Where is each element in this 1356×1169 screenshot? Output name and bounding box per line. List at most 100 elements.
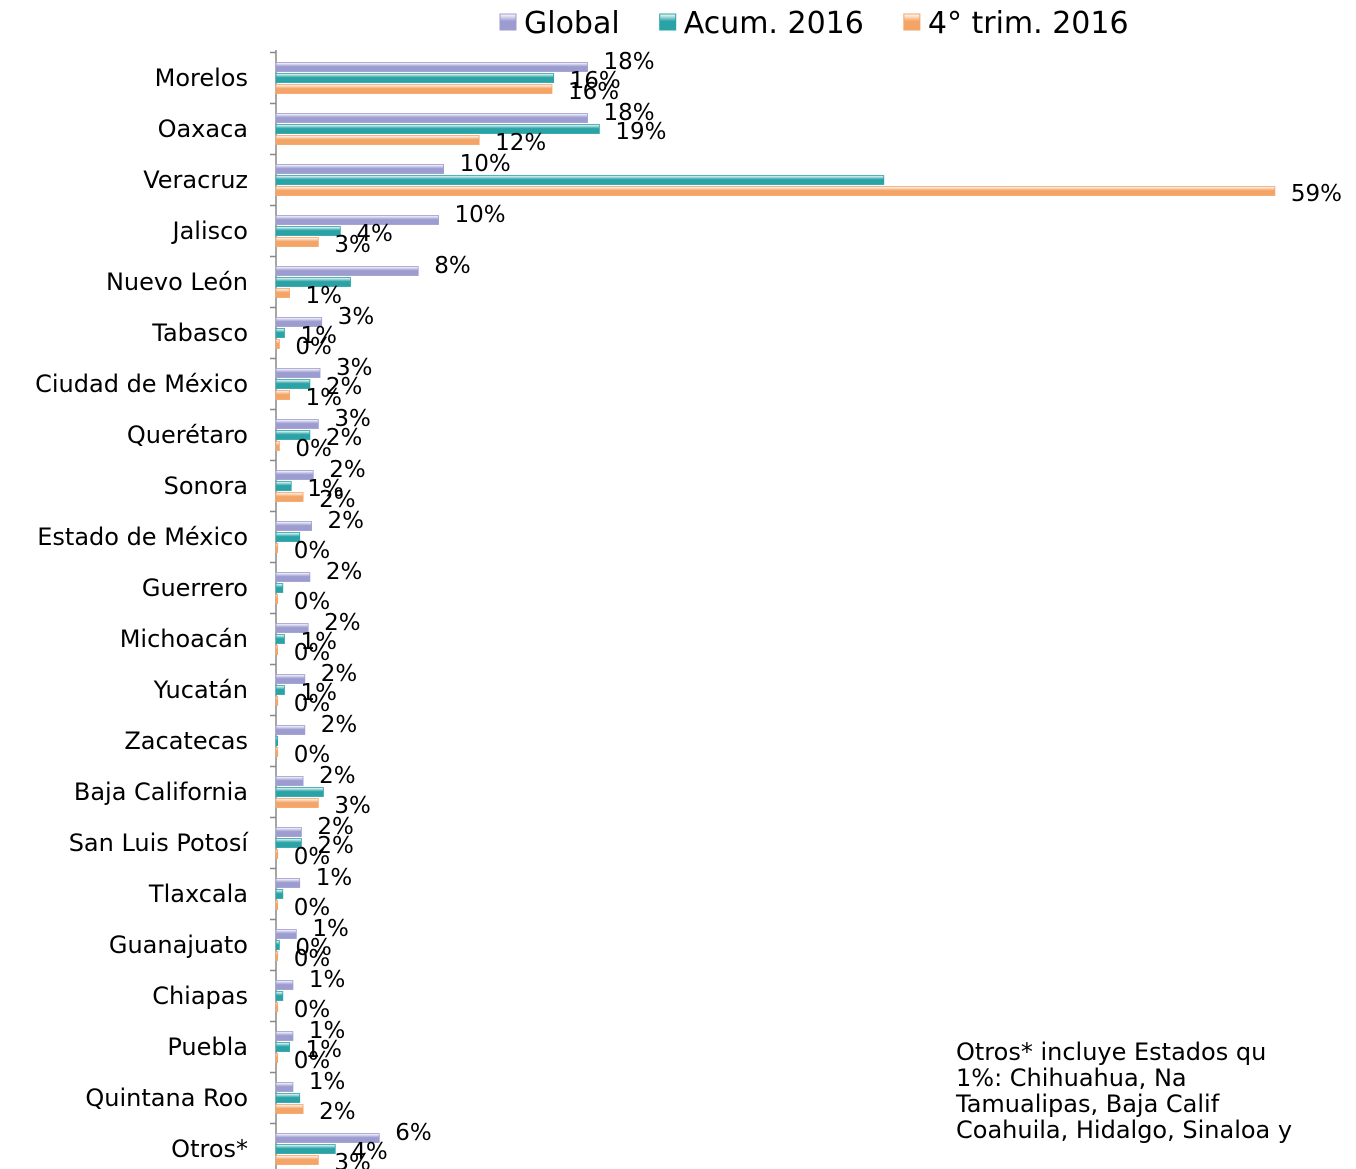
- category-label: Zacatecas: [124, 727, 248, 755]
- bar: [275, 929, 297, 939]
- bar: [275, 1082, 294, 1092]
- bar: [275, 135, 480, 145]
- value-label: 1%: [300, 680, 337, 706]
- value-label: 12%: [495, 130, 546, 156]
- value-label: 0%: [294, 742, 331, 768]
- category-label: Ciudad de México: [35, 370, 248, 398]
- value-label: 18%: [604, 100, 655, 126]
- bar: [275, 277, 351, 287]
- bar: [275, 696, 279, 706]
- bar: [275, 288, 290, 298]
- annotation: Otros* incluye Estados qu: [956, 1038, 1266, 1066]
- legend-label: 4° trim. 2016: [928, 6, 1129, 41]
- value-label: 1%: [309, 967, 346, 993]
- bar: [275, 1031, 294, 1041]
- bar: [275, 1104, 304, 1114]
- bar: [275, 1002, 279, 1012]
- bar: [275, 164, 445, 174]
- value-label: 0%: [294, 691, 331, 717]
- category-label: Chiapas: [152, 982, 248, 1010]
- bar: [275, 532, 301, 542]
- bar: [275, 645, 279, 655]
- bar: [275, 798, 319, 808]
- value-label: 1%: [306, 385, 343, 411]
- value-label: 1%: [309, 1069, 346, 1095]
- bar: [275, 317, 323, 327]
- value-label: 2%: [319, 487, 356, 513]
- value-label: 2%: [319, 1099, 356, 1125]
- value-label: 8%: [434, 253, 471, 279]
- bar: [275, 492, 304, 502]
- value-label: 0%: [294, 589, 331, 615]
- value-label: 0%: [294, 640, 331, 666]
- bar: [275, 827, 302, 837]
- value-label: 1%: [309, 1018, 346, 1044]
- value-label: 3%: [338, 304, 375, 330]
- bar: [275, 175, 885, 185]
- value-label: 2%: [324, 610, 361, 636]
- bar: [275, 390, 290, 400]
- value-label: 3%: [336, 355, 373, 381]
- value-label: 1%: [307, 476, 344, 502]
- value-label: 0%: [294, 997, 331, 1023]
- value-label: 2%: [328, 508, 365, 534]
- category-label: Tlaxcala: [148, 880, 248, 908]
- value-label: 0%: [294, 1048, 331, 1074]
- value-label: 16%: [570, 68, 621, 94]
- value-label: 1%: [300, 629, 337, 655]
- value-label: 1%: [316, 865, 353, 891]
- value-label: 2%: [321, 661, 358, 687]
- annotation: 1%: Chihuahua, Na: [956, 1064, 1187, 1092]
- bar: [275, 980, 294, 990]
- bar: [275, 215, 439, 225]
- value-label: 0%: [295, 334, 332, 360]
- bar: [275, 441, 280, 451]
- bar: [275, 849, 279, 859]
- value-label: 0%: [294, 538, 331, 564]
- bar: [275, 685, 285, 695]
- category-label: Puebla: [167, 1033, 248, 1061]
- value-label: 1%: [306, 1037, 343, 1063]
- bar: [275, 1053, 279, 1063]
- bar: [275, 776, 304, 786]
- value-label: 2%: [317, 833, 354, 859]
- bar: [275, 186, 1276, 196]
- bar: [275, 940, 280, 950]
- bar: [275, 62, 588, 72]
- category-label: Guerrero: [142, 574, 248, 602]
- category-label: Guanajuato: [109, 931, 248, 959]
- value-label: 1%: [306, 283, 343, 309]
- value-label: 1%: [300, 323, 337, 349]
- value-label: 2%: [326, 559, 363, 585]
- bar: [275, 991, 284, 1001]
- bar: [275, 572, 311, 582]
- bar: [275, 521, 312, 531]
- bar: [275, 747, 279, 757]
- value-label: 4%: [351, 1139, 388, 1165]
- legend-label: Global: [524, 6, 620, 41]
- bar: [275, 430, 311, 440]
- category-label: Morelos: [155, 64, 248, 92]
- bar: [275, 1042, 290, 1052]
- value-label: 6%: [395, 1120, 432, 1146]
- bar: [275, 634, 285, 644]
- bar: [275, 878, 301, 888]
- category-label: Yucatán: [153, 676, 248, 704]
- value-label: 0%: [294, 895, 331, 921]
- bar: [275, 237, 319, 247]
- legend-swatch: [659, 13, 677, 31]
- value-label: 18%: [604, 49, 655, 75]
- value-label: 0%: [295, 935, 332, 961]
- bar: [275, 1155, 319, 1165]
- bar: [275, 226, 341, 236]
- value-label: 10%: [455, 202, 506, 228]
- bar: [275, 583, 284, 593]
- bar: [275, 787, 324, 797]
- value-label: 0%: [294, 946, 331, 972]
- bar: [275, 470, 314, 480]
- category-label: Otros*: [171, 1135, 248, 1163]
- bar: [275, 339, 280, 349]
- bar: [275, 1093, 301, 1103]
- value-label: 0%: [294, 844, 331, 870]
